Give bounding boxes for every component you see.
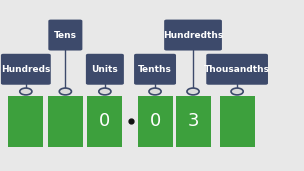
FancyBboxPatch shape [134,54,176,85]
FancyBboxPatch shape [176,96,210,147]
Circle shape [59,88,71,95]
Circle shape [20,88,32,95]
FancyBboxPatch shape [219,96,254,147]
FancyBboxPatch shape [206,54,268,85]
Text: Hundredths: Hundredths [163,31,223,40]
Text: 0: 0 [99,112,111,130]
Text: Tenths: Tenths [138,65,172,74]
Circle shape [187,88,199,95]
Circle shape [149,88,161,95]
Text: 0: 0 [149,112,161,130]
Text: Thousandths: Thousandths [204,65,270,74]
FancyBboxPatch shape [164,20,222,51]
Circle shape [231,88,243,95]
Circle shape [99,88,111,95]
Text: Tens: Tens [54,31,77,40]
FancyBboxPatch shape [48,20,82,51]
FancyBboxPatch shape [1,54,51,85]
FancyBboxPatch shape [88,96,122,147]
FancyBboxPatch shape [9,96,43,147]
FancyBboxPatch shape [48,96,83,147]
Text: 3: 3 [187,112,199,130]
Text: Hundreds: Hundreds [1,65,50,74]
Text: Units: Units [92,65,118,74]
FancyBboxPatch shape [86,54,124,85]
FancyBboxPatch shape [137,96,173,147]
